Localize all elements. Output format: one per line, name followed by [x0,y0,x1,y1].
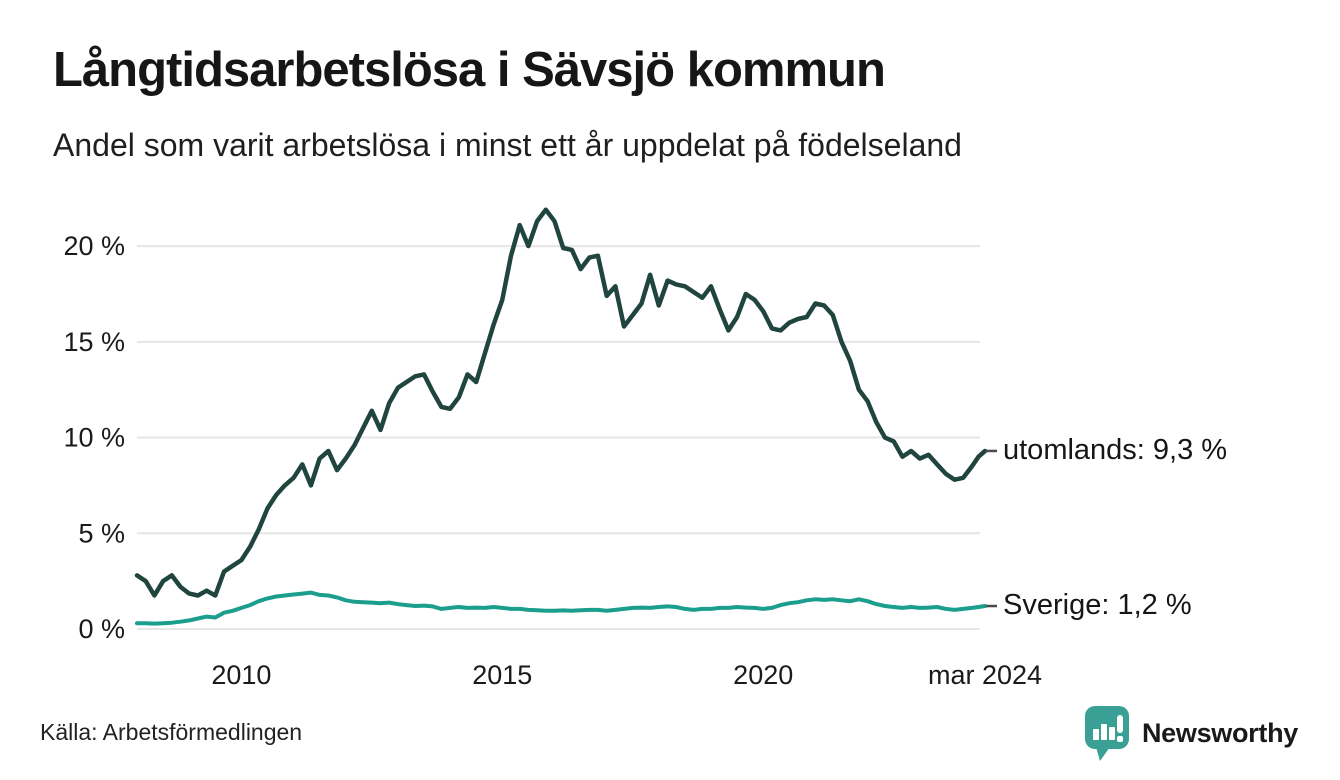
y-tick-label: 20 % [63,231,125,261]
y-tick-label: 5 % [78,518,125,548]
x-tick-label: 2010 [211,660,271,690]
y-tick-label: 10 % [63,423,125,453]
y-tick-label: 15 % [63,327,125,357]
x-tick-label: 2020 [733,660,793,690]
chart-subtitle: Andel som varit arbetslösa i minst ett å… [53,127,962,163]
series-end-label-sverige: Sverige: 1,2 % [1003,589,1192,622]
series-end-label-utomlands: utomlands: 9,3 % [1003,433,1228,466]
chart-title: Långtidsarbetslösa i Sävsjö kommun [53,43,886,97]
series-line-sverige [135,590,987,626]
newsworthy-logo-icon [1084,706,1129,761]
x-tick-label: mar 2024 [928,660,1042,690]
source-note: Källa: Arbetsförmedlingen [40,719,303,745]
y-tick-label: 0 % [78,614,125,644]
newsworthy-wordmark: Newsworthy [1141,718,1298,748]
newsworthy-logo: Newsworthy [1084,705,1298,762]
x-tick-label: 2015 [472,660,532,690]
series-line-utomlands [134,207,988,598]
